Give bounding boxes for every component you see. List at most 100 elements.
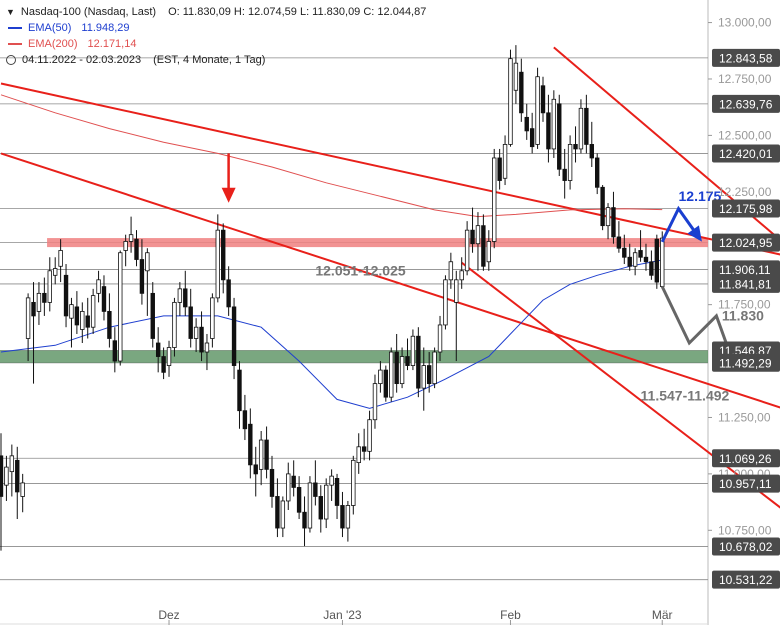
candle-body-down [155, 342, 161, 357]
candle-body-up [9, 455, 15, 473]
candle-body-up [567, 144, 573, 181]
candle-body-up [123, 241, 128, 251]
candle-body-down [221, 229, 226, 281]
candle-body-up [96, 279, 101, 294]
candle [627, 243, 632, 271]
candle [502, 135, 508, 186]
candle [405, 338, 410, 371]
arrow-red-head [221, 187, 236, 203]
candle [96, 270, 101, 303]
candle-body-up [90, 295, 96, 328]
candle [356, 433, 361, 474]
annotation-label: 12.051-12.025 [315, 262, 406, 278]
candle-body-down [31, 301, 36, 317]
candle [0, 433, 4, 551]
ema50-value: 11.948,29 [81, 22, 130, 34]
annotation-label: 11.830 [722, 307, 764, 323]
price-tag-label: 11.492,29 [719, 356, 772, 370]
x-tick-label: Jan '23 [323, 608, 362, 622]
candle [123, 234, 128, 267]
candle-body-up [80, 311, 85, 330]
candle [275, 478, 280, 538]
ema200-line [0, 94, 663, 218]
candle [372, 374, 378, 429]
x-tick-label: Feb [500, 608, 521, 622]
ema200-label: EMA(200) [28, 38, 78, 50]
candle-body-down [627, 256, 632, 267]
candle [269, 455, 275, 508]
candle [258, 431, 264, 486]
candle [20, 473, 25, 513]
candle [302, 496, 307, 547]
candle-body-down [595, 157, 600, 188]
candle-body-down [470, 229, 475, 245]
candle-body-up [210, 297, 215, 339]
legend-instrument-row: ▼ Nasdaq-100 (Nasdaq, Last) O: 11.830,09… [6, 4, 426, 20]
candle-body-down [296, 487, 302, 513]
candle [638, 230, 643, 262]
candle [118, 250, 123, 366]
price-tag-label: 12.175,98 [719, 202, 773, 216]
candle [540, 76, 546, 122]
candle-body-down [557, 103, 562, 170]
candle [307, 476, 313, 533]
candle-body-up [605, 207, 611, 227]
candle [535, 67, 540, 149]
ema50-label: EMA(50) [28, 22, 72, 34]
candle [361, 428, 367, 461]
candle [345, 500, 351, 542]
candle [63, 264, 69, 328]
annotation-label: 11.547-11.492 [641, 388, 730, 404]
candle-body-down [519, 71, 524, 114]
candle-body-down [139, 259, 145, 294]
candle [210, 293, 215, 348]
y-tick-label: 11.750,00 [718, 298, 771, 312]
y-tick-label: 13.000,00 [718, 16, 772, 30]
candle-body-down [643, 256, 649, 263]
candle [85, 297, 90, 339]
candle-body-up [286, 473, 291, 502]
candle [313, 460, 318, 506]
candle [193, 318, 199, 353]
candle-body-down [497, 157, 502, 181]
price-tag-box [712, 48, 780, 67]
candle [139, 239, 145, 305]
candle-body-up [25, 297, 31, 339]
candle [80, 302, 85, 344]
candle [383, 365, 389, 402]
candle-body-down [161, 356, 166, 373]
candle-body-down [584, 107, 589, 145]
candle-body-up [367, 419, 372, 452]
candle [546, 94, 551, 163]
candle-body-up [372, 383, 378, 421]
candle-body-down [654, 238, 660, 283]
candle [649, 250, 654, 280]
candle [107, 293, 112, 348]
candle [145, 248, 150, 316]
candle-body-down [394, 351, 399, 385]
candle [589, 121, 594, 167]
candle [475, 212, 481, 271]
ohlc-values: O: 11.830,09 H: 12.074,59 L: 11.830,09 C… [168, 6, 427, 18]
candle [448, 252, 454, 289]
candle [58, 239, 63, 283]
candle [264, 426, 269, 479]
candle-body-down [107, 311, 112, 339]
chevron-down-icon[interactable]: ▼ [6, 7, 15, 17]
candle-body-down [318, 496, 323, 520]
price-tag-label: 12.639,76 [719, 97, 773, 111]
candle [508, 49, 513, 147]
candle-body-down [529, 128, 535, 148]
candle-body-up [378, 369, 383, 385]
candle-body-up [307, 482, 313, 529]
resistance-zone [47, 238, 708, 248]
candle [128, 216, 134, 253]
candle [595, 153, 600, 195]
candle-body-up [578, 107, 584, 150]
candle-body-down [150, 292, 155, 339]
candle [296, 476, 302, 520]
candle [36, 282, 42, 325]
ema50-swatch [8, 27, 22, 29]
candle [329, 469, 334, 501]
